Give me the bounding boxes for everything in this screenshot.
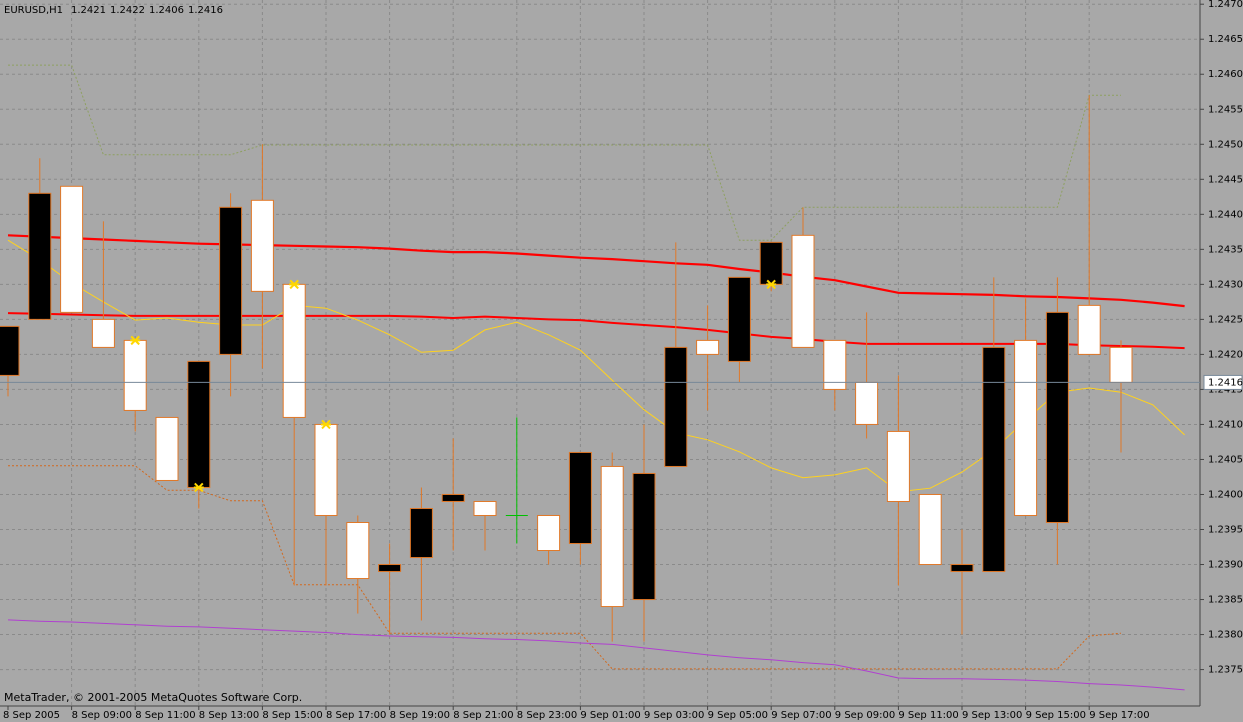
candle-body [409,507,433,559]
candle-body [823,339,847,390]
grid [0,0,1200,706]
indicator-line [7,312,1185,350]
y-tick-label: 1.2375 [1208,665,1243,676]
candle-body [346,521,370,580]
fractal-marker [289,279,300,290]
candle-body [537,514,561,552]
candle-body [1109,346,1133,383]
fractal-marker [193,482,204,493]
symbol: EURUSD,H1 [4,5,63,16]
x-tick-label: 9 Sep 11:00 [898,710,958,721]
y-tick-label: 1.2470 [1208,0,1243,10]
candle-body [187,360,211,488]
candle-body [282,283,306,418]
last-close: 1.2416 [188,5,223,16]
candle-body [1014,339,1038,516]
y-tick-label: 1.2455 [1208,104,1243,115]
x-tick-label: 8 Sep 23:00 [517,710,577,721]
candle-body [219,206,243,355]
candle-body [473,500,497,516]
candle-body [982,346,1006,573]
x-tick-label: 9 Sep 09:00 [835,710,895,721]
indicator-line [8,465,1122,670]
y-tick-label: 1.2385 [1208,595,1243,606]
candle-body [600,465,624,608]
y-tick-label: 1.2390 [1208,560,1243,571]
fractal-marker [766,279,777,290]
candle-body [759,241,783,285]
x-tick-label: 8 Sep 19:00 [390,710,450,721]
x-tick-label: 9 Sep 13:00 [962,710,1022,721]
candles [0,95,1133,642]
candle-body [664,346,688,467]
y-tick-label: 1.2465 [1208,34,1243,45]
candle-body [1045,311,1069,523]
x-tick-label: 9 Sep 01:00 [580,710,640,721]
x-tick-label: 9 Sep 05:00 [708,710,768,721]
y-tick-label: 1.2400 [1208,489,1243,500]
current-price-label: 1.2416 [1208,377,1243,388]
x-tick-label: 8 Sep 2005 [3,710,60,721]
candle-body [696,339,720,355]
fractal-marker [130,335,141,346]
chart-header: EURUSD,H1 1.2421 1.2422 1.2406 1.2416 [4,5,223,16]
x-tick-label: 8 Sep 09:00 [72,710,132,721]
candle-body [632,472,656,601]
y-tick-label: 1.2410 [1208,419,1243,430]
candle-body [378,564,402,573]
y-tick-label: 1.2405 [1208,454,1243,465]
x-tick-label: 8 Sep 13:00 [199,710,259,721]
y-tick-label: 1.2425 [1208,314,1243,325]
y-tick-label: 1.2450 [1208,139,1243,150]
indicator-line [7,619,1185,691]
x-tick-label: 9 Sep 17:00 [1089,710,1149,721]
candle-body [727,276,751,362]
y-tick-label: 1.2380 [1208,630,1243,641]
x-tick-label: 8 Sep 15:00 [262,710,322,721]
last-open: 1.2421 [71,5,106,16]
x-tick-label: 9 Sep 15:00 [1026,710,1086,721]
candle-body [886,430,910,502]
y-tick-label: 1.2430 [1208,279,1243,290]
y-tick-label: 1.2445 [1208,174,1243,185]
last-low: 1.2406 [149,5,184,16]
candle-body [568,451,592,545]
candle-body [123,339,147,411]
indicator-line [7,234,1185,308]
last-high: 1.2422 [110,5,145,16]
x-tick-label: 8 Sep 21:00 [453,710,513,721]
y-tick-label: 1.2395 [1208,525,1243,536]
y-tick-label: 1.2415 [1208,384,1243,395]
indicator-line [8,64,1121,241]
current-price-box [1203,374,1243,390]
candle-body [28,192,52,320]
x-tick-label: 9 Sep 03:00 [644,710,704,721]
copyright: MetaTrader, © 2001-2005 MetaQuotes Softw… [4,691,302,704]
candle-body [314,423,338,516]
y-tick-label: 1.2435 [1208,244,1243,255]
candle-body [918,493,942,566]
y-tick-label: 1.2460 [1208,69,1243,80]
candle-body [950,564,974,573]
x-tick-label: 9 Sep 07:00 [771,710,831,721]
candle-body [60,185,84,313]
x-tick-label: 8 Sep 17:00 [326,710,386,721]
x-tick-label: 8 Sep 11:00 [135,710,195,721]
y-tick-label: 1.2440 [1208,209,1243,220]
candle-body [1077,304,1101,355]
candle-body [91,318,115,348]
fractal-markers [130,279,777,493]
y-tick-label: 1.2420 [1208,349,1243,360]
fractal-marker [321,419,331,430]
candle-body [441,493,465,502]
candle-body [250,199,274,292]
candle-body [855,381,879,425]
candle-body [791,234,815,348]
candle-body [155,416,179,481]
candle-body [0,325,20,376]
